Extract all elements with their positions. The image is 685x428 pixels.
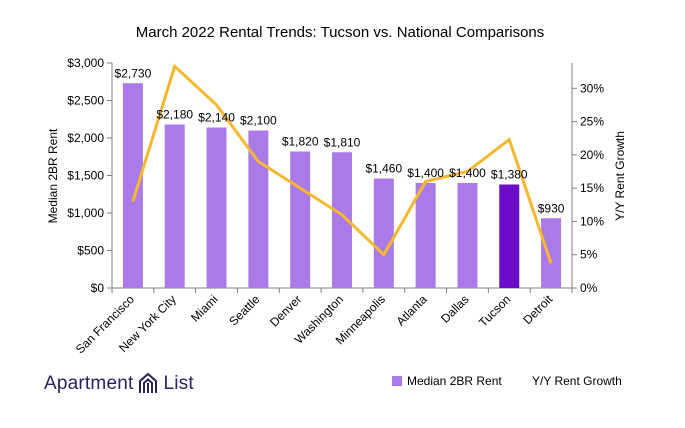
right-axis: 0% 5% 10% 15% 20% 25% 30% (571, 63, 604, 295)
y-left-tick-label: $3,000 (67, 56, 104, 70)
bar-data-label: $930 (538, 201, 565, 215)
y-right-tick-label: 25% (580, 115, 604, 129)
y-right-tick-label: 20% (580, 148, 604, 162)
bar (248, 130, 269, 288)
bar-data-label: $2,180 (156, 108, 193, 122)
bar (164, 124, 185, 288)
growth-line (131, 63, 553, 264)
bar (290, 151, 311, 288)
y-axis-left-label: Median 2BR Rent (46, 128, 60, 223)
logo-mark-icon (139, 372, 158, 393)
bar-data-label: $2,140 (198, 111, 235, 125)
bar (122, 83, 143, 288)
y-axis-right-label: Y/Y Rent Growth (613, 131, 627, 221)
bar-data-label: $2,100 (240, 114, 277, 128)
logo-word-left: Apartment (44, 373, 134, 394)
y-left-tick-label: $500 (77, 244, 104, 258)
bar-data-label: $1,400 (449, 166, 486, 180)
bar-data-label: $1,820 (282, 135, 319, 149)
bar-data-labels: $2,730 $2,180 $2,140 $2,100 $1,820 $1,810 $1,4… (115, 66, 565, 215)
bar (373, 178, 394, 288)
bar-series (122, 83, 562, 288)
bar-data-label: $1,810 (324, 135, 361, 149)
bar-data-label: $1,400 (407, 166, 444, 180)
logo-word-right: List (163, 373, 194, 394)
line-series (131, 63, 553, 264)
y-left-tick-label: $2,500 (67, 94, 104, 108)
bar-data-label: $1,380 (491, 168, 528, 182)
y-right-tick-label: 5% (580, 248, 598, 262)
bar (332, 152, 352, 288)
x-tick-label: Miami (188, 292, 221, 325)
bar (206, 127, 227, 288)
bar (499, 184, 520, 288)
bar (415, 183, 436, 288)
legend-bar-swatch (392, 376, 402, 386)
legend-bar-label: Median 2BR Rent (407, 374, 502, 388)
x-tick-label: Seattle (226, 292, 263, 329)
y-right-tick-label: 10% (580, 214, 604, 228)
y-left-tick-label: $1,500 (67, 169, 104, 183)
x-tick-label: Dallas (438, 292, 471, 325)
y-right-tick-label: 30% (580, 81, 604, 95)
apartment-list-logo: Apartment List (44, 372, 194, 396)
bar-data-label: $1,460 (365, 162, 402, 176)
y-left-tick-label: $1,000 (67, 206, 104, 220)
y-left-tick-label: $2,000 (67, 131, 104, 145)
legend: Median 2BR Rent Y/Y Rent Growth (392, 374, 622, 388)
x-tick-label: Denver (267, 292, 304, 329)
x-tick-label: Tucson (476, 292, 513, 329)
bar-data-label: $2,730 (115, 66, 152, 80)
x-tick-label: Detroit (520, 292, 555, 327)
y-right-tick-label: 15% (580, 181, 604, 195)
bar (541, 218, 562, 288)
y-right-tick-label: 0% (580, 281, 598, 295)
chart-title: March 2022 Rental Trends: Tucson vs. Nat… (136, 24, 545, 41)
x-tick-label: Atlanta (393, 292, 430, 329)
bar (457, 183, 478, 288)
legend-line-label: Y/Y Rent Growth (532, 374, 622, 388)
y-left-tick-label: $0 (91, 281, 105, 295)
